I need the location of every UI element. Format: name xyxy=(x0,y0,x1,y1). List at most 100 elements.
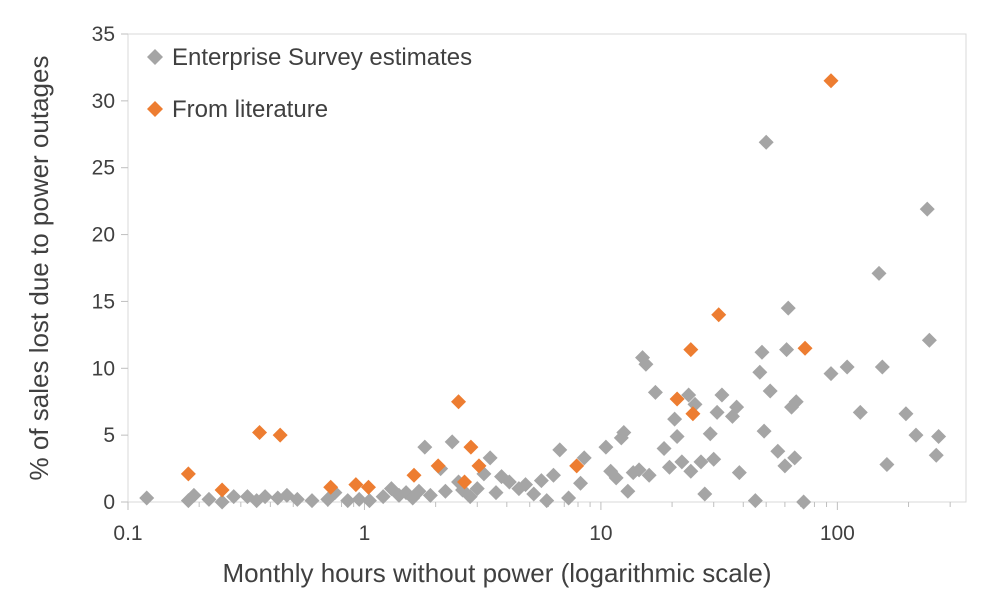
literature-point-5 xyxy=(348,477,364,493)
enterprise-survey-point-45 xyxy=(561,490,577,506)
legend-item-from-literature: From literature xyxy=(147,96,328,123)
x-tick-label-0.1: 0.1 xyxy=(113,522,142,545)
enterprise-survey-point-102 xyxy=(931,428,947,444)
legend-label-from-literature: From literature xyxy=(172,96,328,123)
x-axis-title: Monthly hours without power (logarithmic… xyxy=(222,558,771,588)
literature-point-8 xyxy=(430,458,446,474)
enterprise-survey-point-39 xyxy=(518,477,534,493)
x-tick-label-100: 100 xyxy=(820,522,855,545)
literature-point-2 xyxy=(252,424,268,440)
y-tick-label-5: 5 xyxy=(103,424,115,447)
enterprise-survey-point-84 xyxy=(777,458,793,474)
enterprise-survey-point-27 xyxy=(437,483,453,499)
enterprise-survey-point-15 xyxy=(340,493,356,509)
literature-point-18 xyxy=(797,340,813,356)
enterprise-survey-point-101 xyxy=(928,447,944,463)
literature-point-13 xyxy=(569,458,585,474)
literature-point-11 xyxy=(463,439,479,455)
literature-point-9 xyxy=(451,394,467,410)
enterprise-survey-point-100 xyxy=(921,332,937,348)
enterprise-survey-point-28 xyxy=(444,434,460,450)
x-tick-label-1: 1 xyxy=(359,522,371,545)
y-tick-label-25: 25 xyxy=(92,157,115,180)
literature-point-15 xyxy=(683,342,699,358)
enterprise-survey-point-2 xyxy=(186,487,202,503)
x-axis: 0.1 1 10 100 xyxy=(113,502,951,545)
enterprise-survey-point-35 xyxy=(488,485,504,501)
enterprise-survey-point-8 xyxy=(257,489,273,505)
enterprise-survey-point-0 xyxy=(139,490,155,506)
enterprise-survey-point-94 xyxy=(871,265,887,281)
enterprise-survey-point-47 xyxy=(576,450,592,466)
literature-point-0 xyxy=(180,466,196,482)
enterprise-survey-point-86 xyxy=(780,300,796,316)
enterprise-survey-point-72 xyxy=(709,404,725,420)
enterprise-survey-point-18 xyxy=(375,489,391,505)
enterprise-survey-point-59 xyxy=(647,384,663,400)
enterprise-survey-point-58 xyxy=(641,467,657,483)
enterprise-survey-point-82 xyxy=(762,383,778,399)
y-tick-label-30: 30 xyxy=(92,90,115,113)
enterprise-survey-point-92 xyxy=(839,359,855,375)
literature-point-16 xyxy=(685,406,701,422)
enterprise-survey-point-60 xyxy=(656,441,672,457)
enterprise-survey-point-83 xyxy=(770,443,786,459)
enterprise-survey-point-88 xyxy=(787,450,803,466)
enterprise-survey-point-99 xyxy=(919,201,935,217)
enterprise-survey-point-41 xyxy=(533,473,549,489)
enterprise-survey-point-85 xyxy=(779,342,795,358)
y-tick-label-15: 15 xyxy=(92,290,115,313)
enterprise-survey-point-73 xyxy=(714,387,730,403)
enterprise-survey-point-81 xyxy=(758,134,774,150)
enterprise-survey-point-78 xyxy=(752,364,768,380)
enterprise-survey-point-4 xyxy=(214,494,230,510)
enterprise-survey-point-31 xyxy=(462,489,478,505)
enterprise-survey-point-17 xyxy=(361,493,377,509)
enterprise-survey-point-75 xyxy=(729,399,745,415)
enterprise-survey-point-42 xyxy=(539,493,555,509)
enterprise-survey-point-98 xyxy=(908,427,924,443)
enterprise-survey-point-95 xyxy=(874,359,890,375)
enterprise-survey-point-76 xyxy=(731,465,747,481)
enterprise-survey-point-52 xyxy=(616,424,632,440)
enterprise-survey-point-43 xyxy=(545,467,561,483)
literature-point-10 xyxy=(457,474,473,490)
enterprise-survey-point-24 xyxy=(417,439,433,455)
y-tick-label-10: 10 xyxy=(92,357,115,380)
enterprise-survey-point-12 xyxy=(304,493,320,509)
literature-point-3 xyxy=(272,427,288,443)
enterprise-survey-point-97 xyxy=(898,406,914,422)
enterprise-survey-point-91 xyxy=(823,366,839,382)
enterprise-survey-point-44 xyxy=(552,442,568,458)
enterprise-survey-point-46 xyxy=(573,475,589,491)
y-tick-label-0: 0 xyxy=(103,491,115,514)
legend-item-enterprise-survey: Enterprise Survey estimates xyxy=(147,44,472,71)
enterprise-survey-point-69 xyxy=(697,486,713,502)
enterprise-survey-point-66 xyxy=(683,463,699,479)
y-tick-label-35: 35 xyxy=(92,23,115,46)
legend: Enterprise Survey estimates From literat… xyxy=(147,44,472,123)
enterprise-survey-point-25 xyxy=(422,487,438,503)
legend-marker-from-literature xyxy=(147,101,163,117)
data-points xyxy=(139,73,947,510)
enterprise-survey-point-62 xyxy=(667,411,683,427)
enterprise-survey-point-68 xyxy=(693,454,709,470)
enterprise-survey-point-48 xyxy=(598,439,614,455)
plot-area xyxy=(127,33,967,503)
enterprise-survey-point-61 xyxy=(661,459,677,475)
enterprise-survey-point-37 xyxy=(501,474,517,490)
enterprise-survey-point-65 xyxy=(681,387,697,403)
enterprise-survey-point-70 xyxy=(702,426,718,442)
enterprise-survey-point-50 xyxy=(608,470,624,486)
enterprise-survey-point-11 xyxy=(289,491,305,507)
enterprise-survey-point-32 xyxy=(469,481,485,497)
enterprise-survey-point-55 xyxy=(631,462,647,478)
y-axis: 0 5 10 15 20 25 30 35 xyxy=(92,23,128,514)
enterprise-survey-point-3 xyxy=(201,491,217,507)
x-tick-label-10: 10 xyxy=(589,522,612,545)
enterprise-survey-point-23 xyxy=(411,483,427,499)
enterprise-survey-point-79 xyxy=(754,344,770,360)
literature-point-17 xyxy=(711,307,727,323)
y-tick-label-20: 20 xyxy=(92,224,115,247)
enterprise-survey-point-40 xyxy=(526,486,542,502)
